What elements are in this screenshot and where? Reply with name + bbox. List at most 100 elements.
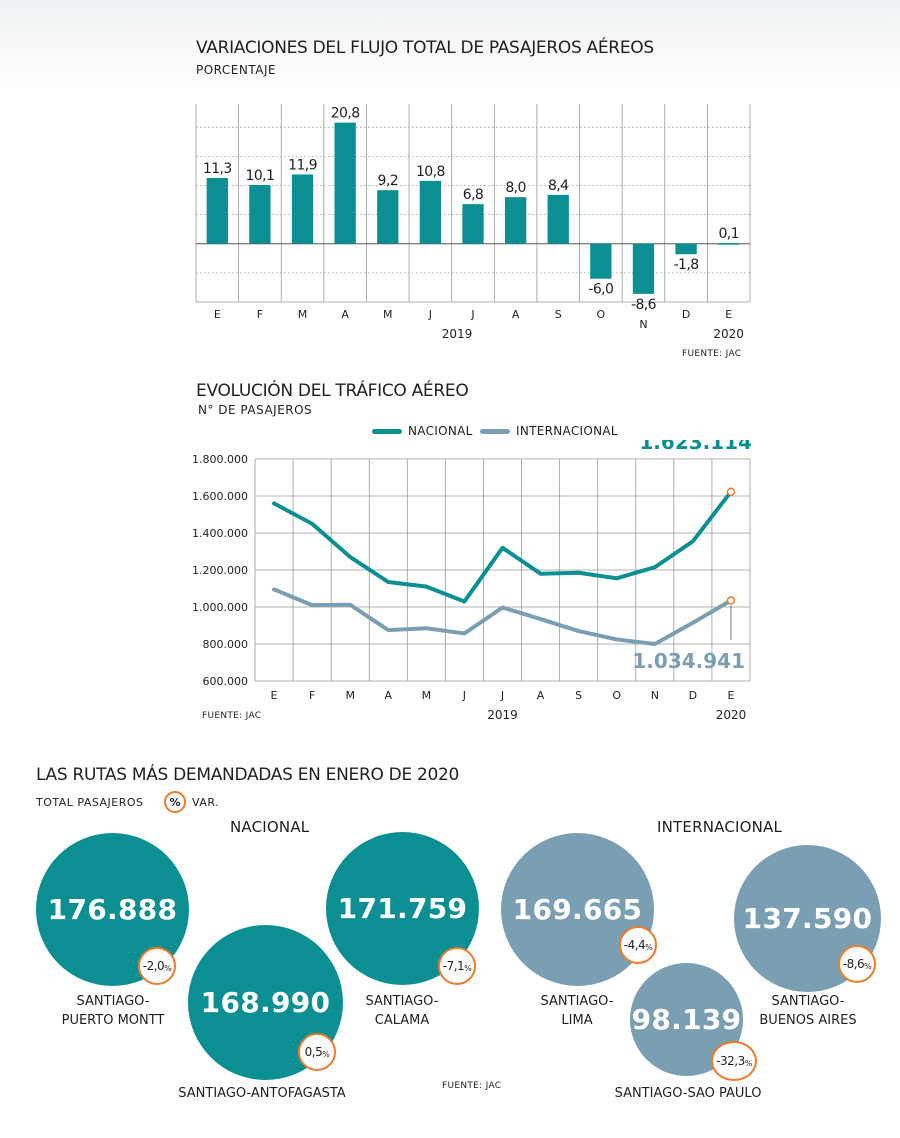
route-label-line: SANTIAGO-SAO PAULO <box>614 1086 762 1101</box>
x-tick-label: M <box>422 689 432 702</box>
route-value: 137.590 <box>742 902 873 935</box>
internacional-end-label: 1.034.941 <box>632 649 745 673</box>
route-var-pct: % <box>322 1049 330 1059</box>
route-value: 169.665 <box>512 893 643 926</box>
route-bubble-calama: 171.759 <box>326 832 479 985</box>
routes-source: FUENTE: JAC <box>442 1081 502 1091</box>
legend-nacional: NACIONAL <box>372 424 473 438</box>
route-label-line: LIMA <box>561 1013 593 1028</box>
bar <box>504 197 527 244</box>
bar <box>462 204 484 244</box>
bar <box>249 184 271 244</box>
y-tick-label: 1.600.000 <box>192 490 248 503</box>
series-end-marker <box>726 596 736 605</box>
bar <box>206 177 228 244</box>
nacional-header: NACIONAL <box>230 818 310 836</box>
bar-value-label: 6,8 <box>463 187 483 203</box>
bar-value-label: 11,3 <box>203 161 232 177</box>
x-tick-label: O <box>597 308 606 321</box>
series-line-internacional <box>272 587 733 646</box>
line-chart-title: EVOLUCIÓN DEL TRÁFICO AÉREO <box>196 381 469 401</box>
x-tick-label: E <box>271 689 278 702</box>
series-line-nacional <box>272 489 733 604</box>
y-tick-label: 1.200.000 <box>192 564 248 577</box>
route-var-badge: -8,6% <box>838 945 876 983</box>
bar <box>291 174 314 244</box>
bar-value-label: 11,9 <box>288 157 317 173</box>
route-label-line: PUERTO MONTT <box>61 1013 165 1028</box>
route-var-pct: % <box>645 942 653 952</box>
x-tick-label: D <box>689 689 697 702</box>
x-tick-label: A <box>341 308 349 321</box>
route-label-antofagasta: SANTIAGO-ANTOFAGASTA <box>178 1084 345 1103</box>
route-var-pct: % <box>864 961 872 971</box>
bar-value-label: -1,8 <box>674 257 699 273</box>
bar-value-label: -8,6 <box>631 297 657 313</box>
x-tick-label: E <box>214 308 221 321</box>
nacional-end-label: 1.623.114 <box>639 440 752 454</box>
route-label-line: SANTIAGO- <box>771 994 845 1009</box>
route-var-badge: 0,5% <box>298 1033 336 1071</box>
y-tick-label: 800.000 <box>203 638 249 651</box>
routes-legend-var: VAR. <box>192 796 220 809</box>
x-tick-label: N <box>639 318 647 331</box>
x-tick-label: J <box>500 689 504 702</box>
line-chart-source: FUENTE: JAC <box>202 711 262 721</box>
bar-value-label: 8,0 <box>505 180 525 196</box>
y-tick-label: 1.000.000 <box>192 601 248 614</box>
route-value: 176.888 <box>47 893 178 926</box>
bar-value-label: 10,1 <box>246 168 275 184</box>
y-tick-label: 600.000 <box>203 675 249 688</box>
route-label-line: SANTIAGO- <box>540 994 614 1009</box>
legend-internacional: INTERNACIONAL <box>480 424 618 438</box>
bar <box>718 243 740 245</box>
bar <box>590 243 612 279</box>
x-tick-label: J <box>462 689 466 702</box>
x-tick-label: J <box>428 308 432 321</box>
bar <box>675 243 697 255</box>
x-tick-label: F <box>257 308 263 321</box>
route-var: -4,4 <box>623 938 646 952</box>
x-tick-label: D <box>682 308 690 321</box>
bar-value-label: 10,8 <box>416 164 445 180</box>
route-label-line: CALAMA <box>374 1013 430 1028</box>
series-end-marker <box>726 487 736 496</box>
route-label-line: SANTIAGO- <box>76 994 150 1009</box>
year-label-2019: 2019 <box>442 327 473 341</box>
line-chart-subtitle: N° DE PASAJEROS <box>198 403 313 417</box>
route-label-puerto-montt: SANTIAGO- PUERTO MONTT <box>62 992 165 1030</box>
route-label-line: BUENOS AIRES <box>759 1013 857 1028</box>
legend-internacional-label: INTERNACIONAL <box>516 424 618 438</box>
x-tick-label: E <box>727 689 734 702</box>
bar-value-label: -6,0 <box>588 282 613 298</box>
x-tick-label: J <box>470 308 474 321</box>
bar <box>419 180 442 244</box>
route-var-badge: -7,1% <box>438 947 476 985</box>
x-tick-label: S <box>555 308 562 321</box>
bar-chart-source: FUENTE: JAC <box>682 349 742 359</box>
routes-title: LAS RUTAS MÁS DEMANDADAS EN ENERO DE 202… <box>36 765 460 785</box>
bar-chart-subtitle: PORCENTAJE <box>196 63 277 77</box>
route-label-sao-paulo: SANTIAGO-SAO PAULO <box>615 1084 762 1103</box>
x-tick-label: A <box>537 689 545 702</box>
route-label-buenos-aires: SANTIAGO- BUENOS AIRES <box>759 992 856 1030</box>
route-var: -2,0 <box>142 959 165 973</box>
x-tick-label: A <box>385 689 393 702</box>
x-tick-label: N <box>651 689 659 702</box>
bar <box>334 122 356 244</box>
x-tick-label: M <box>345 689 355 702</box>
route-var: -8,6 <box>842 957 865 971</box>
x-tick-label: F <box>309 689 315 702</box>
route-var-badge: -32,3% <box>711 1041 757 1081</box>
legend-nacional-label: NACIONAL <box>408 424 473 438</box>
bar-chart-title: VARIACIONES DEL FLUJO TOTAL DE PASAJEROS… <box>196 38 654 58</box>
bar-value-label: 20,8 <box>331 106 360 122</box>
x-tick-label: O <box>612 689 621 702</box>
bar-chart: 11,3 E 10,1 F 11,9 M 20,8 A 9,2 M 10,8 J 6,8 J 8,0 A 8,4… <box>195 104 751 341</box>
x-tick-label: M <box>383 308 393 321</box>
route-var: -7,1 <box>442 959 465 973</box>
y-tick-label: 1.400.000 <box>192 527 248 540</box>
route-var-pct: % <box>744 1058 753 1068</box>
x-tick-label: M <box>298 308 308 321</box>
route-label-calama: SANTIAGO- CALAMA <box>366 992 439 1030</box>
